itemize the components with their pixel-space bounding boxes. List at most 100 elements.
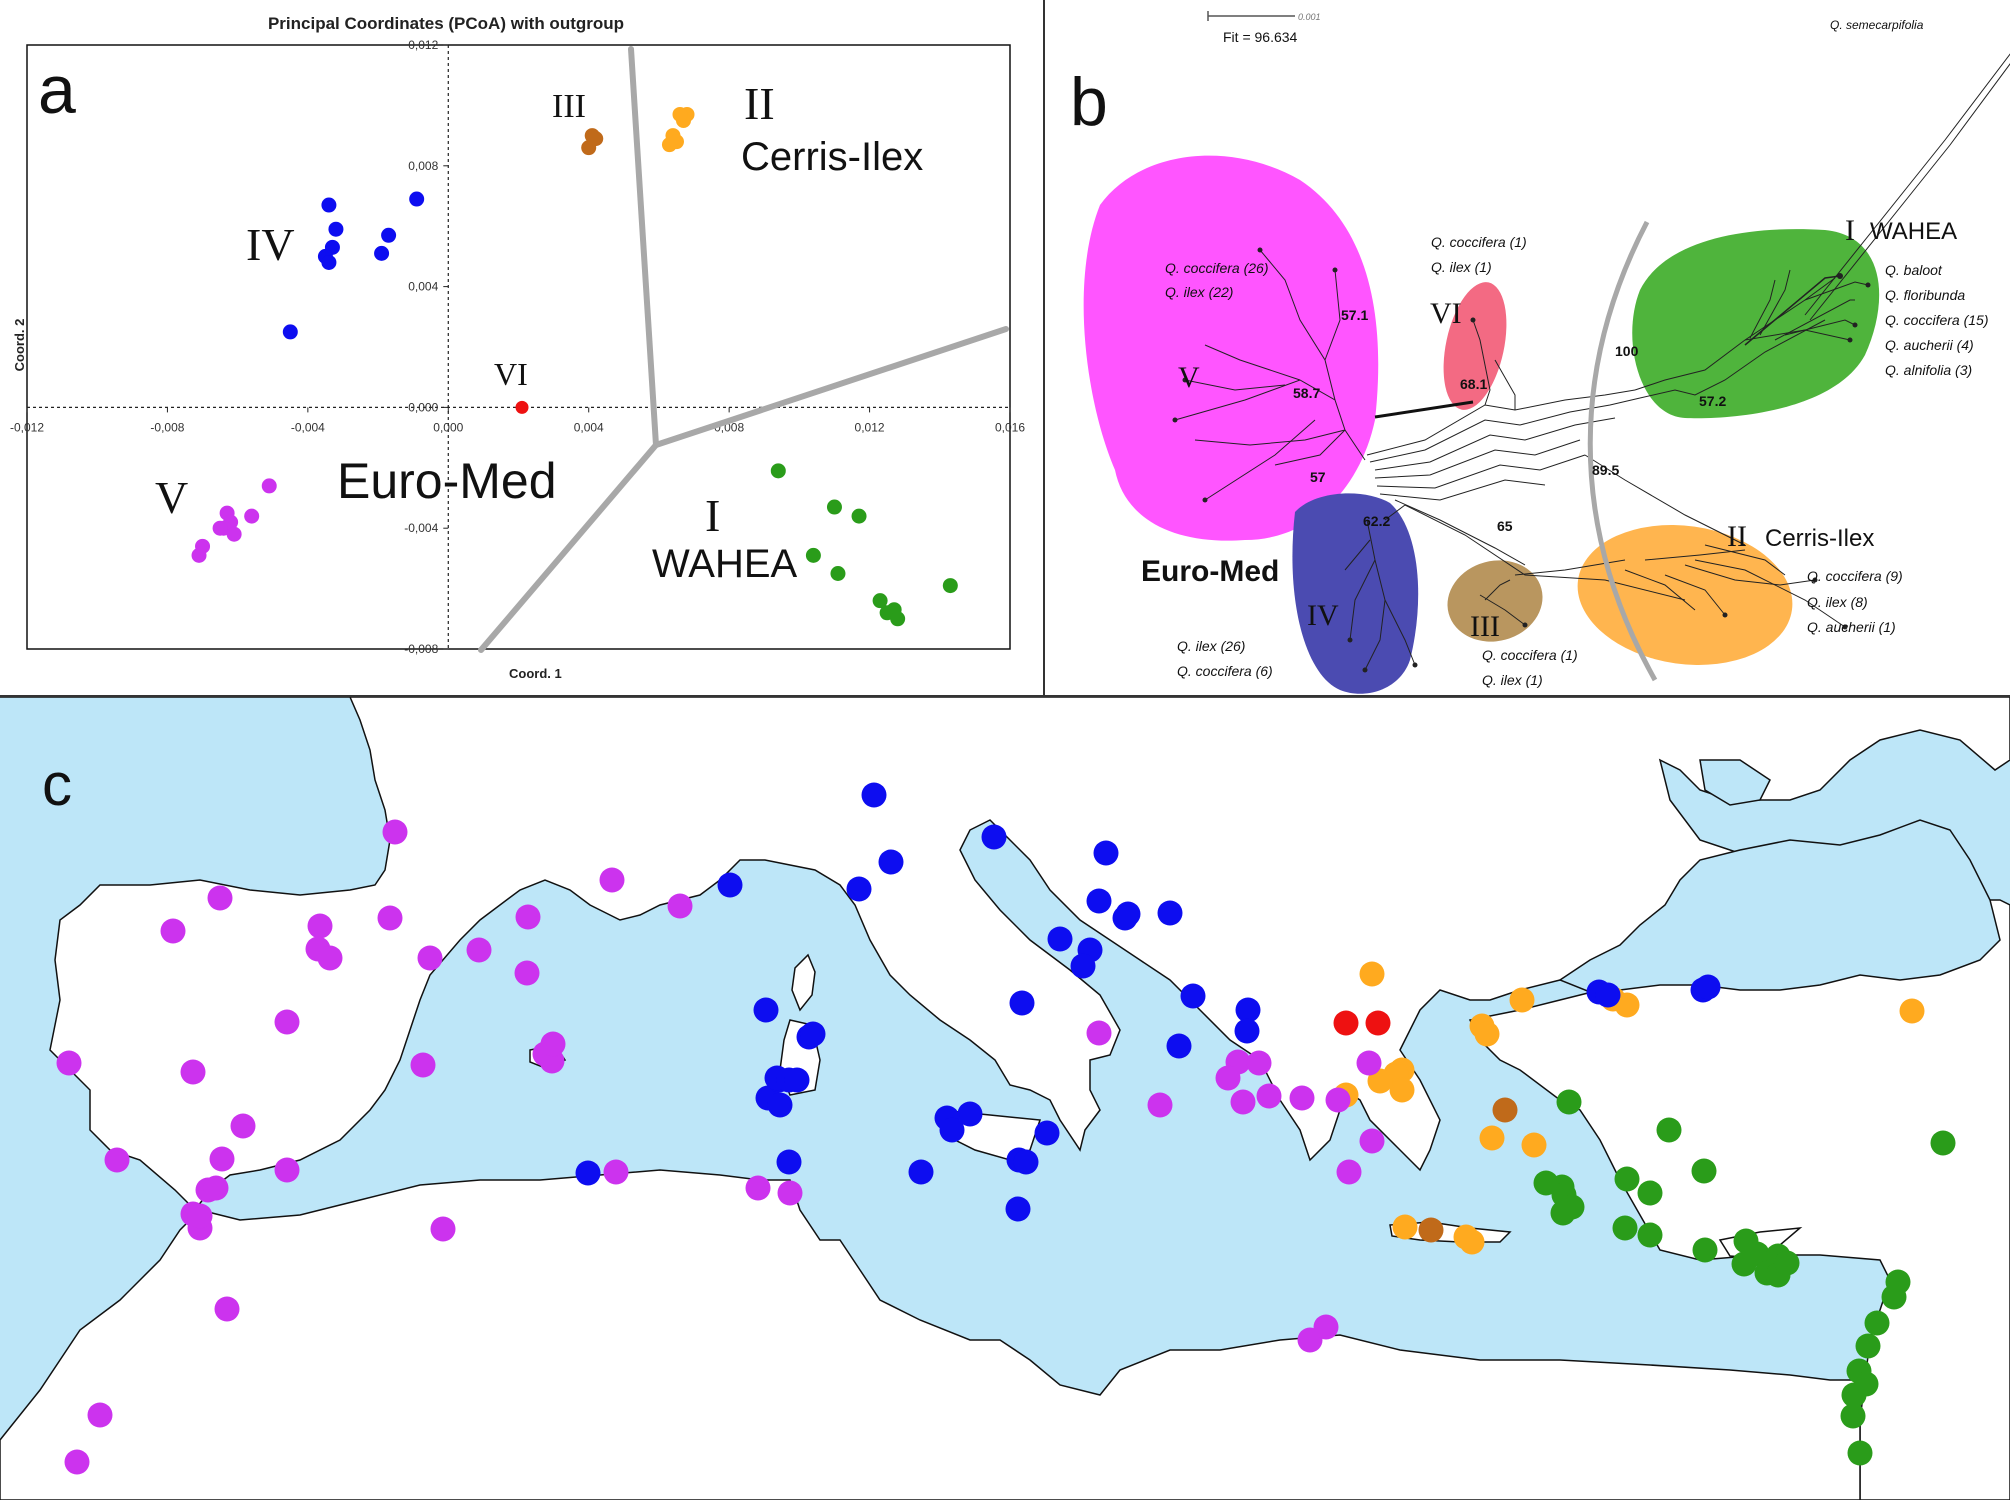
site-marker-IV	[1070, 953, 1096, 979]
y-tick-label: -0,004	[404, 521, 438, 535]
cluster-I-species-5: Q. alnifolia (3)	[1885, 362, 1972, 378]
site-marker-I	[1614, 1166, 1640, 1192]
pcoa-point-IV	[374, 245, 390, 261]
sampling-sites	[56, 782, 1956, 1475]
site-marker-V	[1215, 1065, 1241, 1091]
pcoa-point-IV	[328, 221, 344, 237]
site-marker-II	[1392, 1214, 1418, 1240]
group-label-IV: IV	[246, 219, 295, 270]
site-marker-II	[1459, 1229, 1485, 1255]
site-marker-V	[1246, 1050, 1272, 1076]
site-marker-VI	[1333, 1010, 1359, 1036]
site-marker-V	[1256, 1083, 1282, 1109]
bootstrap-value: 100	[1615, 343, 1639, 359]
site-marker-IV	[1157, 900, 1183, 926]
cluster-hull-I	[1632, 229, 1880, 419]
site-marker-V	[64, 1449, 90, 1475]
azov-sea	[1699, 759, 1771, 806]
pcoa-point-II	[668, 134, 684, 150]
site-marker-V	[1336, 1159, 1362, 1185]
partition-line-right	[653, 326, 1009, 448]
site-marker-IV	[957, 1101, 983, 1127]
sampling-map: c	[0, 697, 2010, 1500]
site-marker-IV	[878, 849, 904, 875]
cluster-hull-III	[1447, 560, 1543, 642]
pcoa-point-I	[830, 566, 846, 581]
site-marker-IV	[939, 1117, 965, 1143]
pcoa-plot: Principal Coordinates (PCoA) with outgro…	[10, 14, 1025, 681]
group-label-I: I	[705, 490, 720, 541]
site-marker-VI	[1365, 1010, 1391, 1036]
site-marker-IV	[1235, 997, 1261, 1023]
site-marker-IV	[908, 1159, 934, 1185]
y-tick-label: -0,008	[404, 642, 438, 656]
site-marker-I	[1533, 1170, 1559, 1196]
y-tick-label: 0,000	[408, 400, 438, 414]
panel-letter-a: a	[38, 52, 76, 128]
site-marker-IV	[861, 782, 887, 808]
pcoa-point-IV	[381, 227, 397, 243]
network-thick-edge	[1374, 400, 1474, 419]
site-marker-II	[1389, 1077, 1415, 1103]
site-marker-IV	[767, 1092, 793, 1118]
y-axis-label: Coord. 2	[12, 319, 27, 372]
cluster-I-species-3: Q. coccifera (15)	[1885, 312, 1988, 328]
group-label-cerris-ilex: Cerris-Ilex	[741, 135, 923, 179]
site-marker-V	[104, 1147, 130, 1173]
site-marker-I	[1692, 1237, 1718, 1263]
site-marker-V	[56, 1050, 82, 1076]
bootstrap-value: 62.2	[1363, 513, 1390, 529]
cluster-IV-species-2: Q. coccifera (6)	[1177, 663, 1273, 679]
cluster-V-species-2: Q. ilex (22)	[1165, 284, 1233, 300]
pcoa-point-IV	[321, 254, 337, 270]
pcoa-point-I	[942, 578, 958, 594]
cluster-IV-species-1: Q. ilex (26)	[1177, 638, 1245, 654]
network-edges	[1174, 53, 2010, 671]
cluster-I-name: WAHEA	[1870, 218, 1957, 245]
cluster-III-species-2: Q. ilex (1)	[1482, 672, 1543, 688]
site-marker-II	[1479, 1125, 1505, 1151]
site-marker-V	[417, 945, 443, 971]
chart-title: Principal Coordinates (PCoA) with outgro…	[268, 14, 624, 33]
site-marker-V	[274, 1009, 300, 1035]
site-marker-V	[466, 937, 492, 963]
site-marker-V	[180, 1059, 206, 1085]
site-marker-IV	[981, 824, 1007, 850]
neighbor-net-diagram: b 0.001 Fit = 96.634	[1070, 11, 2010, 694]
site-marker-V	[1230, 1089, 1256, 1115]
site-marker-V	[515, 904, 541, 930]
site-marker-II	[1899, 998, 1925, 1024]
site-marker-V	[599, 867, 625, 893]
site-marker-V	[603, 1159, 629, 1185]
site-marker-V	[1325, 1087, 1351, 1113]
pcoa-point-IV	[409, 191, 425, 207]
group-label-euro-med: Euro-Med	[337, 453, 557, 509]
panel-c-map: c	[0, 697, 2010, 1500]
bootstrap-value: 65	[1497, 518, 1513, 534]
site-marker-V	[317, 945, 343, 971]
pcoa-point-III	[588, 131, 604, 147]
cluster-II-species-1: Q. coccifera (9)	[1807, 568, 1903, 584]
partition-lines	[478, 46, 1009, 653]
bootstrap-value: 57	[1310, 469, 1326, 485]
group-label-VI: VI	[494, 356, 528, 392]
bootstrap-value: 57.1	[1341, 307, 1368, 323]
site-marker-IV	[717, 872, 743, 898]
site-marker-I	[1656, 1117, 1682, 1143]
site-marker-V	[382, 819, 408, 845]
site-marker-II	[1614, 992, 1640, 1018]
site-marker-V	[1359, 1128, 1385, 1154]
site-marker-V	[214, 1296, 240, 1322]
site-marker-IV	[1166, 1033, 1192, 1059]
cluster-hull-IV	[1292, 493, 1419, 694]
pcoa-point-V	[191, 547, 207, 563]
group-label-II: II	[744, 78, 775, 129]
x-tick-label: 0,004	[574, 420, 604, 434]
site-marker-IV	[1013, 1149, 1039, 1175]
cluster-IV-roman: IV	[1307, 599, 1339, 632]
cluster-II-roman: II	[1727, 520, 1747, 553]
group-label-wahea: WAHEA	[652, 542, 798, 586]
site-marker-IV	[1595, 982, 1621, 1008]
site-marker-I	[1612, 1215, 1638, 1241]
pcoa-point-II	[672, 106, 688, 122]
